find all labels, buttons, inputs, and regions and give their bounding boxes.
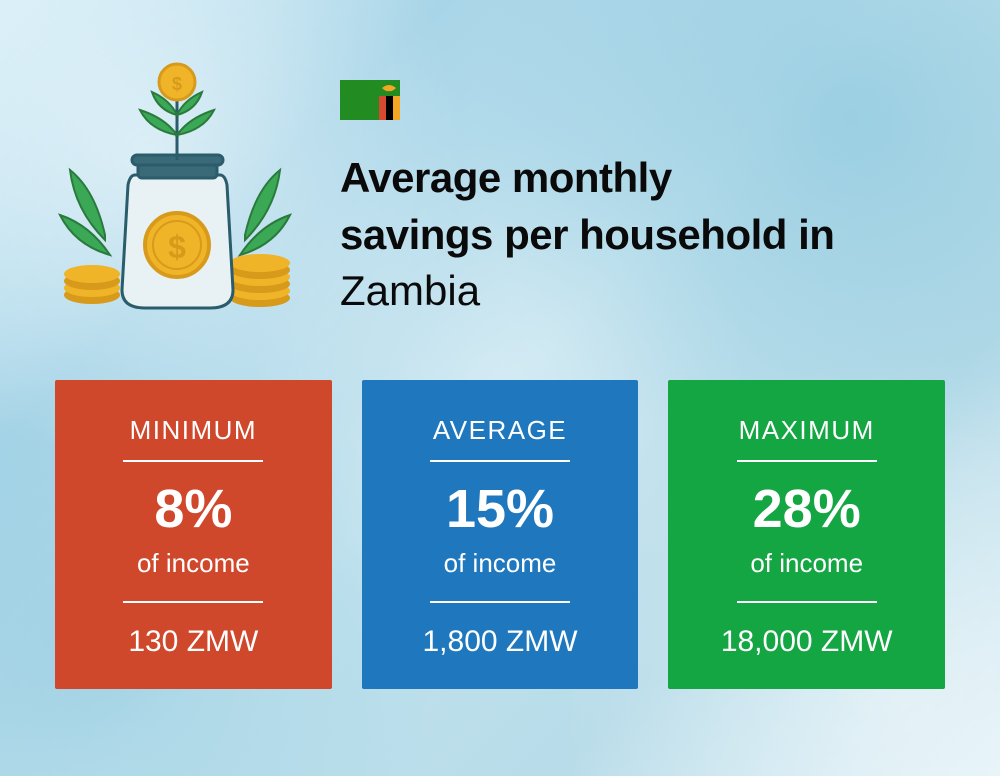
title-line2: savings per household in	[340, 207, 834, 264]
svg-text:$: $	[172, 74, 182, 94]
card-label: MINIMUM	[80, 415, 307, 446]
card-maximum: MAXIMUM 28% of income 18,000 ZMW	[668, 380, 945, 689]
top-coin-icon: $	[159, 64, 195, 100]
card-subtext: of income	[80, 548, 307, 579]
jar-coin-icon: $	[145, 213, 209, 277]
country-name: Zambia	[340, 263, 834, 320]
card-amount: 1,800 ZMW	[387, 625, 614, 659]
card-percent: 15%	[387, 482, 614, 536]
card-subtext: of income	[387, 548, 614, 579]
zambia-flag-icon	[340, 80, 400, 120]
divider-icon	[430, 601, 570, 603]
card-amount: 18,000 ZMW	[693, 625, 920, 659]
divider-icon	[737, 601, 877, 603]
plant-stem-icon	[140, 92, 214, 160]
card-label: AVERAGE	[387, 415, 614, 446]
header-section: $ $ Average monthly savings per househol…	[0, 0, 1000, 350]
cards-row: MINIMUM 8% of income 130 ZMW AVERAGE 15%…	[0, 350, 1000, 739]
card-subtext: of income	[693, 548, 920, 579]
card-amount: 130 ZMW	[80, 625, 307, 659]
leaf-right-icon	[240, 170, 290, 255]
divider-icon	[430, 460, 570, 462]
card-percent: 8%	[80, 482, 307, 536]
savings-jar-illustration: $ $	[50, 60, 300, 320]
card-label: MAXIMUM	[693, 415, 920, 446]
title-block: Average monthly savings per household in…	[340, 60, 834, 320]
card-average: AVERAGE 15% of income 1,800 ZMW	[362, 380, 639, 689]
divider-icon	[123, 460, 263, 462]
coin-stack-right-icon	[230, 254, 290, 307]
card-minimum: MINIMUM 8% of income 130 ZMW	[55, 380, 332, 689]
leaf-left-icon	[60, 170, 110, 255]
divider-icon	[123, 601, 263, 603]
card-percent: 28%	[693, 482, 920, 536]
svg-text:$: $	[168, 229, 186, 265]
title-line1: Average monthly	[340, 150, 834, 207]
coin-stack-left-icon	[64, 265, 120, 304]
divider-icon	[737, 460, 877, 462]
